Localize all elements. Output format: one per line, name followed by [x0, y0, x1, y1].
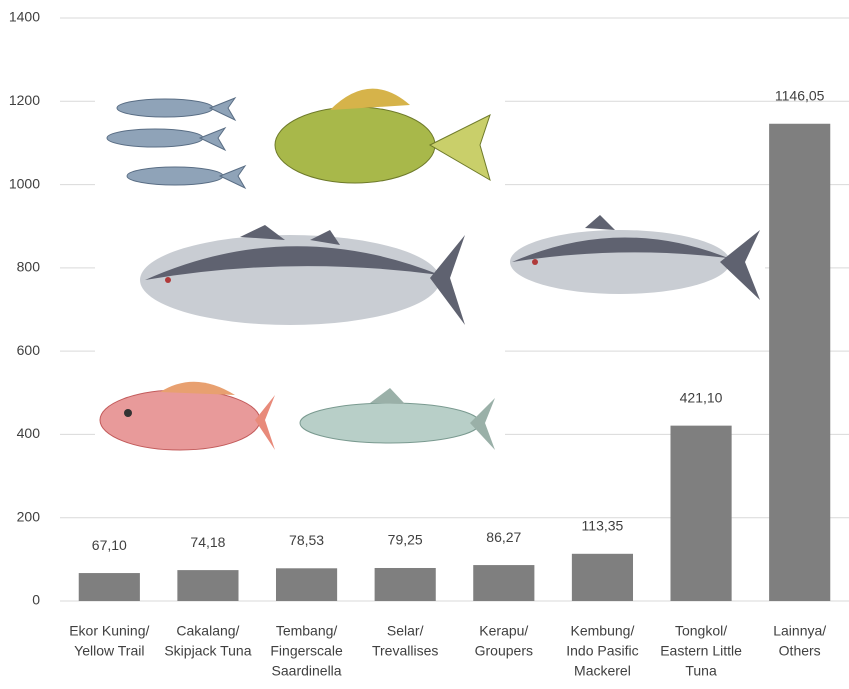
y-tick-label: 1200 — [9, 92, 40, 108]
x-tick-label: Tongkol/ — [675, 623, 727, 639]
bar — [78, 573, 140, 601]
fish-illustration — [95, 85, 765, 470]
value-label: 74,18 — [190, 534, 225, 550]
bar — [670, 425, 732, 601]
x-tick-label: Saardinella — [272, 663, 342, 679]
x-tick-label: Skipjack Tuna — [164, 643, 251, 659]
bar — [769, 123, 831, 601]
x-tick-label: Tuna — [685, 663, 717, 679]
bar — [473, 565, 535, 601]
plot: 0 200 400 600 800 1000 1200 1400 Ekor Kuning/Yel… — [9, 9, 831, 679]
x-tick-label: Lainnya/ — [773, 623, 826, 639]
x-tick-label: Tembang/ — [276, 623, 338, 639]
x-tick-label: Groupers — [475, 643, 533, 659]
x-tick-label: Indo Pasific — [566, 643, 638, 659]
x-tick-label: Yellow Trail — [74, 643, 144, 659]
y-tick-label: 0 — [32, 592, 40, 608]
bar — [374, 567, 436, 601]
x-tick-label: Cakalang/ — [176, 623, 239, 639]
x-tick-label: Ekor Kuning/ — [69, 623, 149, 639]
value-label: 67,10 — [92, 537, 127, 553]
x-tick-label: Eastern Little — [660, 643, 742, 659]
value-label: 113,35 — [582, 518, 624, 534]
x-tick-label: Mackerel — [574, 663, 631, 679]
value-label: 421,10 — [680, 389, 723, 405]
x-tick-label: Others — [779, 643, 821, 659]
x-tick-label: Kerapu/ — [479, 623, 528, 639]
bar — [275, 568, 338, 601]
value-label: 1146,05 — [775, 87, 825, 103]
x-tick-label: Selar/ — [387, 623, 424, 639]
x-tick-label: Kembung/ — [571, 623, 635, 639]
x-tick-label: Trevallises — [372, 643, 438, 659]
value-label: 78,53 — [289, 532, 324, 548]
bar — [177, 570, 239, 601]
x-tick-label: Fingerscale — [270, 643, 343, 659]
value-label: 86,27 — [486, 529, 521, 545]
y-tick-label: 400 — [17, 425, 41, 441]
value-label: 79,25 — [388, 532, 423, 548]
y-tick-label: 200 — [17, 508, 41, 524]
y-tick-label: 1400 — [9, 9, 40, 25]
y-tick-label: 600 — [17, 342, 41, 358]
y-tick-label: 1000 — [9, 175, 40, 191]
y-tick-label: 800 — [17, 259, 41, 275]
bar — [571, 553, 634, 601]
